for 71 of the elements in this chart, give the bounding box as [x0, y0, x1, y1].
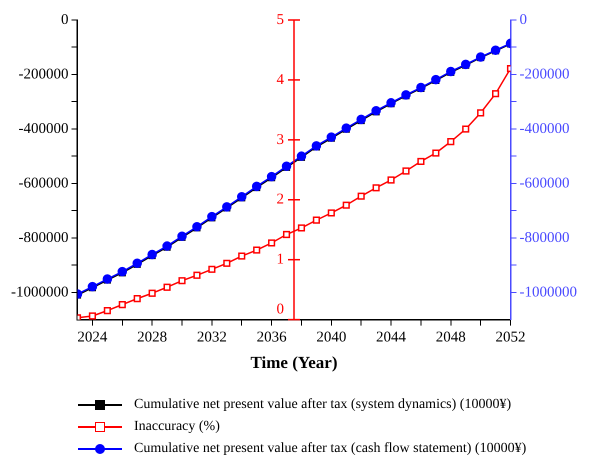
- point: [134, 295, 141, 302]
- y-tick-label: 0: [60, 12, 68, 28]
- point: [132, 258, 142, 268]
- y2-tick-label: 2: [276, 192, 284, 208]
- point: [477, 109, 484, 116]
- point: [223, 260, 230, 267]
- y2-tick-label: 0: [276, 302, 284, 318]
- point: [147, 250, 157, 260]
- y3-tick-label: -1000000: [520, 284, 578, 300]
- point: [104, 307, 111, 314]
- y3-tick-label: -800000: [520, 230, 570, 246]
- point: [296, 151, 306, 161]
- y-tick-label: -200000: [18, 66, 68, 82]
- y2-tick-label: 5: [276, 12, 284, 28]
- y2-tick-label: 4: [276, 72, 284, 88]
- y3-tick-label: -600000: [520, 175, 570, 192]
- x-tick-label: 2040: [316, 330, 346, 346]
- x-tick-label: 2032: [196, 330, 227, 346]
- point: [266, 172, 276, 182]
- point: [268, 239, 276, 246]
- y-tick-label: -800000: [18, 230, 68, 246]
- point: [178, 277, 186, 284]
- point: [192, 222, 202, 232]
- point: [417, 158, 424, 165]
- point: [326, 132, 336, 142]
- point: [298, 224, 306, 232]
- point: [328, 209, 335, 217]
- legend-label: Inaccuracy (%): [134, 419, 220, 435]
- point: [208, 266, 216, 273]
- point: [88, 312, 96, 320]
- point: [342, 202, 350, 209]
- point: [372, 184, 380, 192]
- point: [253, 246, 260, 254]
- x-tick-label: 2024: [77, 330, 108, 346]
- point: [102, 274, 112, 284]
- y2-tick-label: 1: [276, 252, 284, 268]
- point: [193, 272, 201, 279]
- point: [238, 252, 246, 260]
- y3-tick-label: -400000: [520, 120, 570, 137]
- x-tick-label: 2044: [376, 330, 407, 346]
- point: [358, 192, 365, 200]
- x-tick-label: 2052: [496, 330, 526, 346]
- point: [402, 167, 410, 175]
- point: [342, 123, 352, 133]
- x-tick-label: 2048: [436, 330, 466, 346]
- x-axis-title: Time (Year): [250, 353, 338, 372]
- legend-label: Cumulative net present value after tax (system dynamics) (10000¥): [134, 397, 512, 413]
- point: [118, 301, 126, 308]
- point: [492, 90, 500, 98]
- y2-tick-label: 3: [276, 132, 284, 148]
- x-tick-label: 2036: [256, 330, 288, 346]
- point: [432, 149, 440, 157]
- point: [164, 284, 171, 291]
- point: [162, 241, 172, 251]
- point: [118, 266, 128, 276]
- point: [371, 106, 381, 116]
- y3-tick-label: -200000: [520, 66, 570, 82]
- point: [462, 125, 470, 133]
- y-tick-label: -600000: [18, 175, 68, 192]
- point: [148, 290, 156, 297]
- point: [282, 230, 290, 238]
- y-tick-label: -1000000: [10, 284, 68, 300]
- point: [312, 216, 320, 224]
- point: [207, 212, 217, 222]
- x-tick-label: 2028: [137, 330, 168, 346]
- point: [88, 282, 98, 292]
- point: [447, 138, 454, 146]
- y3-tick-label: 0: [520, 12, 528, 28]
- legend-label: Cumulative net present value after tax (cash flow statement) (10000¥): [134, 441, 526, 457]
- y-tick-label: -400000: [18, 120, 68, 137]
- point: [387, 176, 395, 184]
